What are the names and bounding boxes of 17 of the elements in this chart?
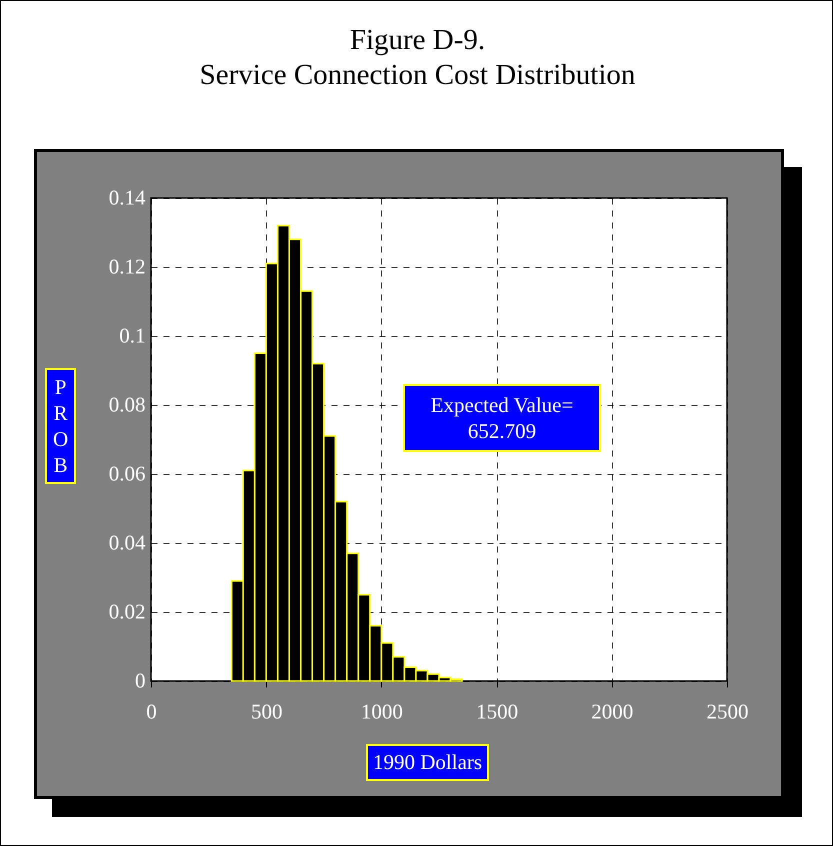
y-tick-label: 0.14 (108, 186, 146, 210)
chart-title: Figure D-9. Service Connection Cost Distribution (198, 23, 636, 93)
x-tick-label: 1000 (360, 700, 403, 724)
y-tick-label: 0.08 (108, 392, 146, 416)
x-tick-label: 1500 (476, 700, 518, 724)
x-tick-label: 2000 (591, 700, 634, 724)
x-tick-label: 2500 (706, 700, 748, 724)
y-tick-label: 0.1 (119, 324, 146, 348)
y-tick-label: 0.02 (108, 600, 146, 624)
y-tick-label: 0.12 (108, 254, 146, 278)
y-tick-label: 0.04 (108, 530, 146, 554)
x-axis-title: 1990 Dollars (366, 744, 490, 781)
y-tick-label: 0 (135, 668, 146, 692)
y-tick-label: 0.06 (108, 462, 146, 486)
y-axis-title: PROB (45, 368, 76, 484)
annotation: Expected Value= 652.709 (403, 384, 601, 452)
x-tick-label: 500 (250, 700, 282, 724)
